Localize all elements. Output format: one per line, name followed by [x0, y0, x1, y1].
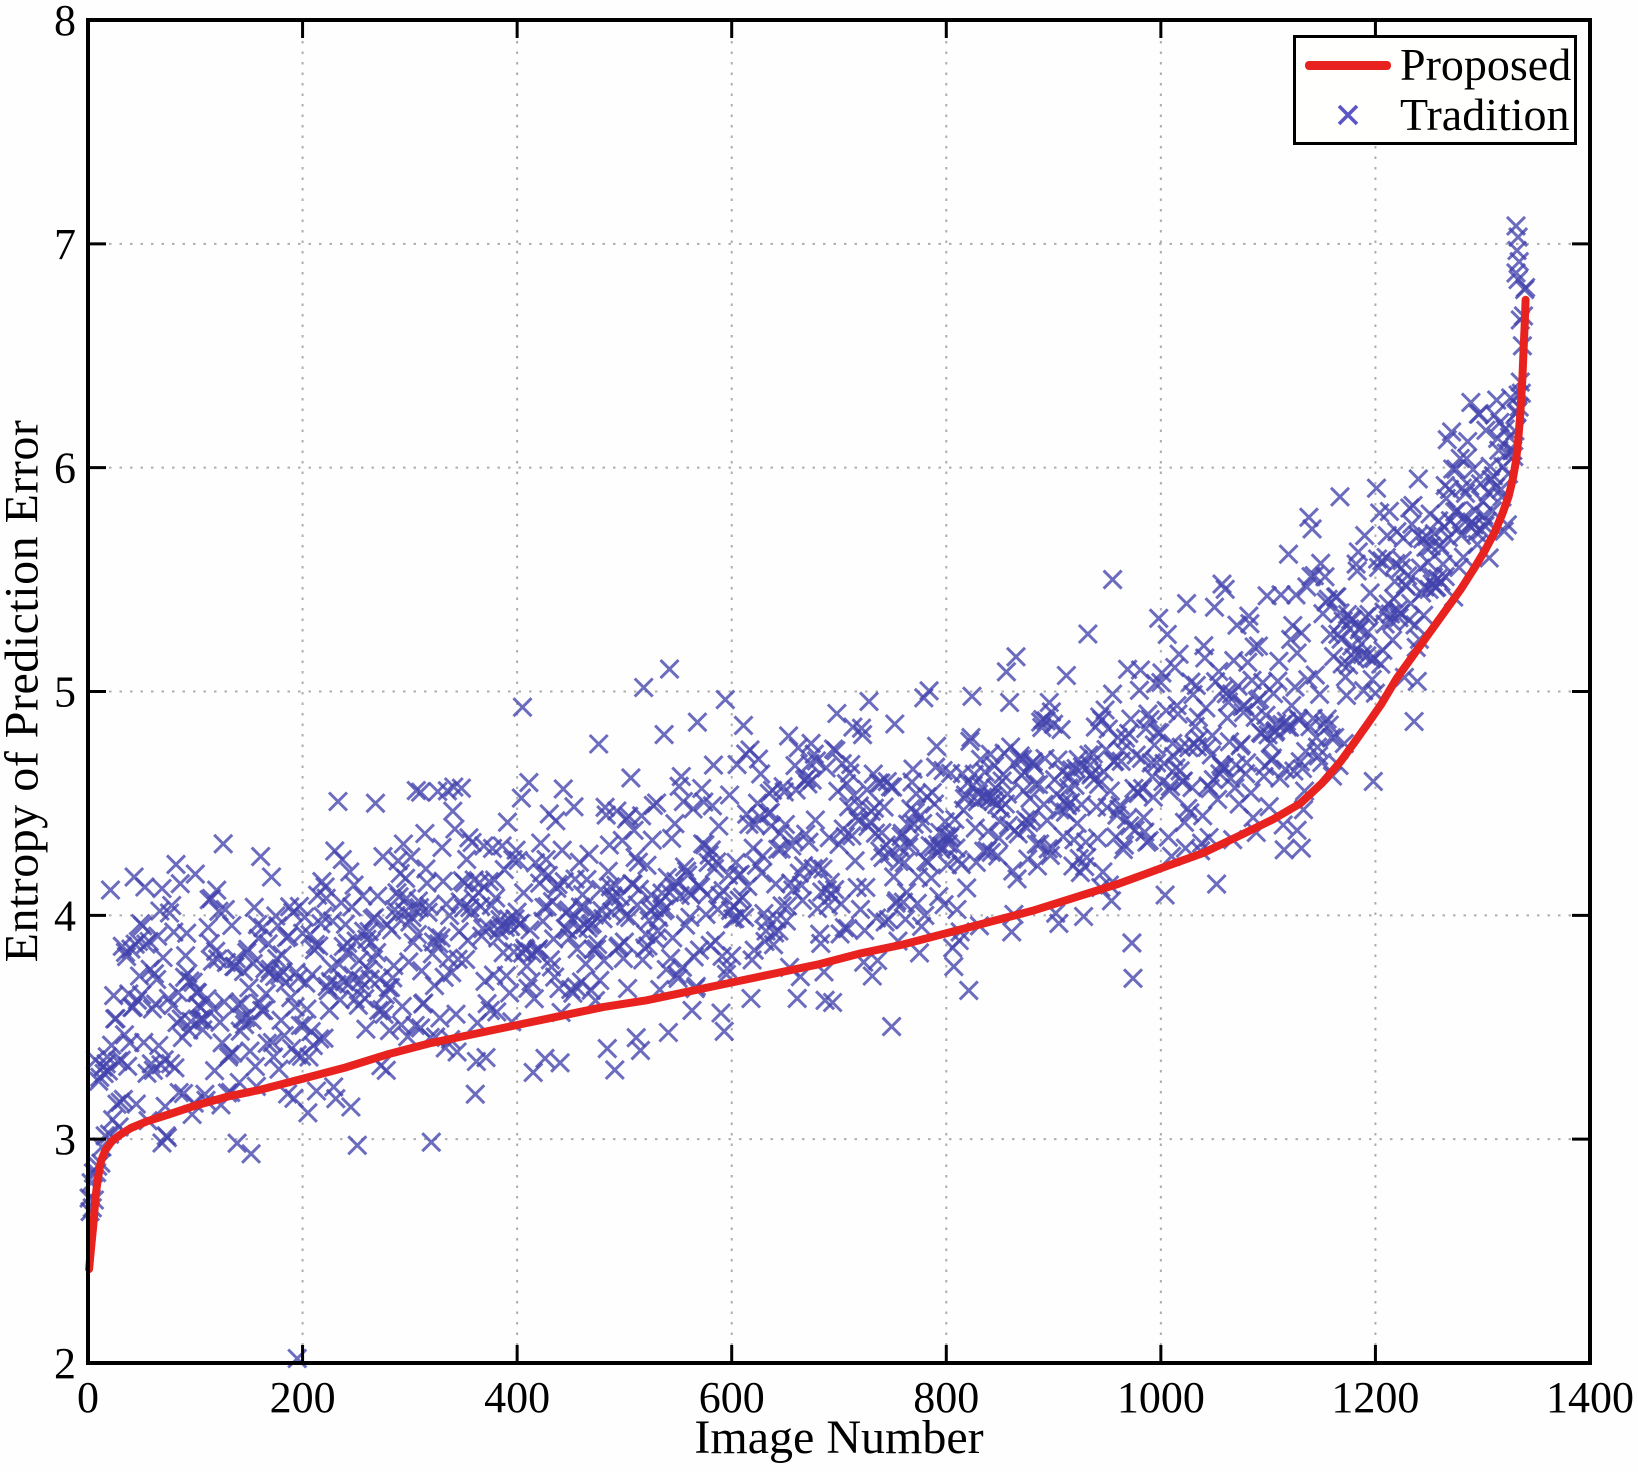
legend-item-tradition: Tradition	[1296, 92, 1574, 138]
x-axis-label: Image Number	[694, 1411, 984, 1464]
legend-item-proposed: Proposed	[1296, 42, 1574, 88]
x-tick-label: 1000	[1117, 1373, 1205, 1422]
legend-label-tradition: Tradition	[1400, 89, 1570, 140]
tradition-marker-icon	[1296, 102, 1400, 128]
x-tick-label: 200	[270, 1373, 336, 1422]
proposed-line-swatch	[1296, 60, 1400, 70]
x-tick-label: 1400	[1546, 1373, 1634, 1422]
y-tick-label: 3	[54, 1115, 76, 1164]
y-tick-label: 6	[54, 444, 76, 493]
legend-label-proposed: Proposed	[1400, 39, 1572, 90]
x-tick-label: 0	[77, 1373, 99, 1422]
x-tick-label: 800	[913, 1373, 979, 1422]
proposed-line	[85, 295, 1530, 1273]
y-tick-label: 5	[54, 668, 76, 717]
legend: Proposed Tradition	[1293, 35, 1577, 145]
y-tick-label: 4	[54, 891, 76, 940]
y-tick-label: 7	[54, 220, 76, 269]
y-tick-label: 2	[54, 1339, 76, 1388]
tradition-scatter	[79, 215, 1536, 1369]
x-tick-label: 400	[484, 1373, 550, 1422]
y-axis-label: Entropy of Prediction Error	[0, 419, 49, 963]
y-tick-label: 8	[54, 0, 76, 45]
x-tick-label: 1200	[1331, 1373, 1419, 1422]
x-tick-label: 600	[699, 1373, 765, 1422]
